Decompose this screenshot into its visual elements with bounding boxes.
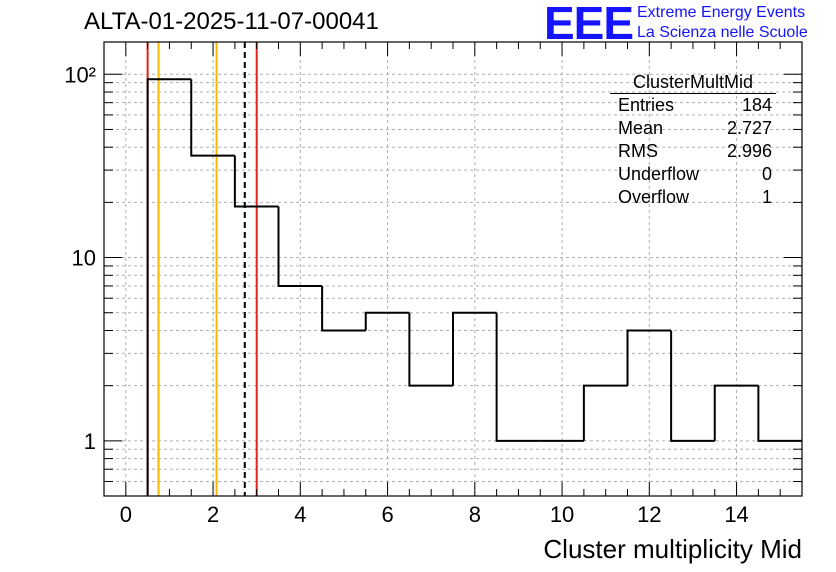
x-tick-label: 10 — [550, 502, 574, 527]
stats-value: 1 — [761, 187, 772, 207]
histogram-bin — [408, 312, 453, 387]
stats-label: Entries — [618, 95, 675, 115]
y-tick-label: 1 — [84, 429, 96, 454]
chart-title: ALTA-01-2025-11-07-00041 — [84, 8, 379, 35]
histogram-bin — [190, 79, 235, 157]
stats-label: RMS — [618, 141, 658, 161]
logo-caption-line1: Extreme Energy Events — [637, 4, 806, 21]
logo-caption-line2: La Scienza nelle Scuole — [637, 24, 808, 41]
logo-caption: Extreme Energy Events La Scienza nelle S… — [637, 3, 808, 43]
stats-value: 184 — [741, 95, 772, 115]
stats-label: Underflow — [618, 164, 700, 184]
stats-row: Overflow 1 — [610, 186, 776, 209]
stats-row: Mean 2.727 — [610, 117, 776, 140]
histogram-bin — [626, 329, 672, 386]
histogram-bin — [233, 155, 279, 208]
stats-value: 2.996 — [726, 141, 772, 161]
stats-row: Underflow 0 — [610, 163, 776, 186]
stats-row: Entries 184 — [610, 94, 776, 117]
histogram-bin — [495, 312, 541, 442]
stats-title: ClusterMultMid — [610, 72, 776, 94]
stats-value: 2.727 — [726, 118, 772, 138]
x-tick-label: 12 — [637, 502, 661, 527]
x-tick-label: 8 — [469, 502, 481, 527]
x-axis-label: Cluster multiplicity Mid — [543, 534, 802, 564]
histogram-bin — [670, 330, 715, 442]
y-tick-label: 10 — [72, 246, 96, 271]
x-tick-label: 0 — [120, 502, 132, 527]
histogram-bin — [277, 206, 323, 287]
histogram-bin — [146, 78, 192, 496]
histogram-bin — [713, 384, 759, 441]
x-tick-label: 6 — [381, 502, 393, 527]
stats-box: ClusterMultMid Entries 184 Mean 2.727 RMS 2… — [610, 72, 776, 209]
histogram-bin — [582, 384, 628, 441]
x-tick-label: 14 — [724, 502, 748, 527]
stats-label: Overflow — [618, 187, 690, 207]
stats-value: 0 — [761, 164, 772, 184]
histogram-bin — [364, 311, 410, 331]
histogram-bin — [452, 311, 497, 386]
histogram-bin — [757, 385, 802, 442]
x-tick-label: 2 — [207, 502, 219, 527]
eee-logo: EEE — [544, 0, 634, 49]
histogram-bin — [321, 285, 366, 332]
stats-row: RMS 2.996 — [610, 140, 776, 163]
x-tick-label: 4 — [294, 502, 306, 527]
stats-label: Mean — [618, 118, 664, 138]
y-tick-label: 10² — [64, 62, 96, 87]
